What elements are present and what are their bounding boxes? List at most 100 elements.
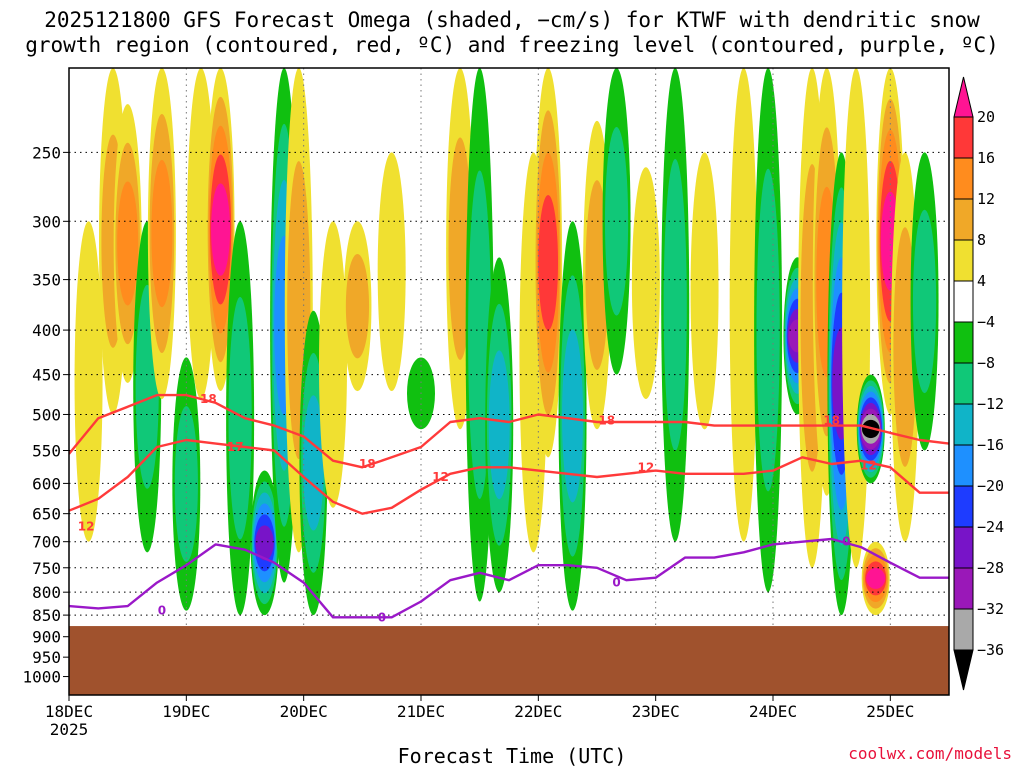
colorbar-label: 16 <box>977 149 995 167</box>
x-axis-label: Forecast Time (UTC) <box>397 744 627 768</box>
x-tick-label: 22DEC <box>514 702 562 721</box>
contour-lines <box>69 393 949 619</box>
x-tick-label: 18DEC <box>45 702 93 721</box>
omega-band <box>729 68 758 542</box>
omega-band <box>255 525 274 561</box>
x-tick-label: 20DEC <box>280 702 328 721</box>
y-tick-label: 700 <box>32 533 61 552</box>
x-tick-label: 21DEC <box>397 702 445 721</box>
omega-band <box>211 183 231 276</box>
contour--18 <box>69 393 949 469</box>
contour-label: 12 <box>638 460 655 474</box>
credit-link[interactable]: coolwx.com/models <box>848 744 1012 763</box>
y-tick-label: 400 <box>32 321 61 340</box>
colorbar-segment <box>953 116 974 159</box>
plot-area <box>69 68 949 695</box>
y-tick-label: 300 <box>32 212 61 231</box>
omega-band <box>866 567 886 589</box>
plot-frame <box>68 67 950 696</box>
contour-label: 12 <box>432 470 449 484</box>
y-tick-label: 800 <box>32 583 61 602</box>
colorbar-segment <box>953 362 974 405</box>
omega-band <box>174 406 198 562</box>
contour-label: 0 <box>612 576 620 590</box>
contour-label: 0 <box>158 604 166 618</box>
y-tick-label: 450 <box>32 366 61 385</box>
colorbar-label: −8 <box>977 354 995 372</box>
contour-label: 18 <box>200 392 217 406</box>
colorbar-segment <box>953 608 974 651</box>
colorbar: 20 16 12 8 4 −4 −8 −12 −16 −20 −24 −28 −32 −36 <box>953 76 1004 691</box>
omega-shading <box>74 68 939 616</box>
omega-band <box>228 297 252 540</box>
colorbar-top-triangle <box>953 76 974 118</box>
colorbar-segment <box>953 567 974 610</box>
omega-band <box>377 152 406 392</box>
colorbar-segment <box>953 485 974 528</box>
terrain-ground <box>69 626 949 695</box>
y-tick-label: 950 <box>32 648 61 667</box>
colorbar-label: −16 <box>977 436 1004 454</box>
x-tick-label: 23DEC <box>632 702 680 721</box>
x-tick-label: 19DEC <box>162 702 210 721</box>
colorbar-segment <box>953 239 974 282</box>
y-tick-label: 600 <box>32 474 61 493</box>
colorbar-label: −28 <box>977 559 1004 577</box>
colorbar-label: −4 <box>977 313 995 331</box>
y-tick-label: 500 <box>32 405 61 424</box>
colorbar-segment <box>953 403 974 446</box>
omega-band <box>604 127 629 316</box>
omega-band <box>345 253 370 359</box>
omega-band <box>912 209 937 394</box>
y-tick-label: 1000 <box>22 668 61 687</box>
omega-band <box>488 350 510 500</box>
colorbar-label: −36 <box>977 641 1004 659</box>
contour-label: 18 <box>359 457 376 471</box>
colorbar-segment <box>953 157 974 200</box>
contour-label: 18 <box>598 413 615 427</box>
omega-band <box>663 159 687 451</box>
y-tick-label: 850 <box>32 606 61 625</box>
contour-labels: 18 17 18 12 12 18 12 18 12 0 0 0 0 <box>78 392 877 624</box>
y-tick-label: 750 <box>32 559 61 578</box>
colorbar-label: −32 <box>977 600 1004 618</box>
colorbar-label: 4 <box>977 272 986 290</box>
contour-label: 12 <box>78 519 95 533</box>
colorbar-label: 20 <box>977 108 995 126</box>
omega-band <box>151 159 173 308</box>
colorbar-segment <box>953 321 974 364</box>
y-tick-label: 250 <box>32 143 61 162</box>
colorbar-bottom-triangle <box>953 649 974 691</box>
omega-band <box>117 181 139 306</box>
contour-0 <box>69 537 949 619</box>
colorbar-label: −20 <box>977 477 1004 495</box>
ground-fill <box>69 626 949 695</box>
colorbar-segment <box>953 280 974 323</box>
colorbar-label: −12 <box>977 395 1004 413</box>
colorbar-label: 12 <box>977 190 995 208</box>
colorbar-label: −24 <box>977 518 1004 536</box>
omega-band <box>842 68 871 568</box>
omega-band <box>538 194 559 331</box>
x-tick-sublabel: 2025 <box>50 720 89 739</box>
colorbar-segment <box>953 198 974 241</box>
colorbar-segment <box>953 444 974 487</box>
omega-band <box>187 68 215 400</box>
contour-label: 18 <box>823 413 840 427</box>
contour-label: 17 <box>227 440 244 454</box>
omega-band <box>690 152 719 430</box>
chart-title-line-1: 2025121800 GFS Forecast Omega (shaded, −… <box>44 8 980 32</box>
omega-band <box>562 329 584 503</box>
colorbar-label: 8 <box>977 231 986 249</box>
y-tick-label: 550 <box>32 442 61 461</box>
omega-band <box>319 221 347 508</box>
omega-band <box>74 221 103 542</box>
y-tick-label: 900 <box>32 628 61 647</box>
colorbar-segment <box>953 526 974 569</box>
omega-band <box>631 167 660 400</box>
omega-band <box>302 395 324 531</box>
y-axis-ticks: 250 300 350 400 450 500 550 600 650 700 750 800 850 9… <box>22 143 69 687</box>
contour--12 <box>69 438 949 515</box>
